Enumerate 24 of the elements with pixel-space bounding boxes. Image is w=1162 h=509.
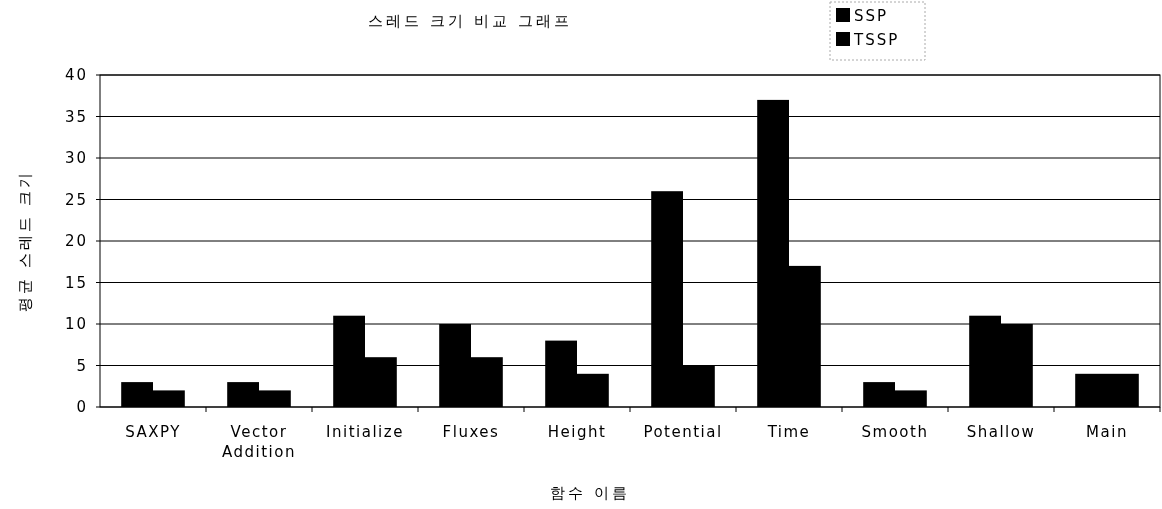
x-tick-label: Fluxes [442, 423, 500, 441]
y-tick-label: 30 [64, 149, 88, 167]
x-tick-label: Vector Addition [222, 423, 296, 461]
x-tick-label: SAXPY [125, 423, 181, 441]
y-tick-label: 5 [76, 356, 88, 375]
x-tick-label: Main [1086, 423, 1128, 441]
legend-label: TSSP [853, 31, 900, 49]
y-tick-label: 20 [64, 232, 88, 250]
x-axis-title: 함수 이름 [550, 484, 630, 502]
x-tick-label: Shallow [966, 423, 1036, 441]
y-tick-label: 15 [64, 273, 88, 292]
y-tick-label: 40 [64, 66, 88, 84]
y-tick-label: 10 [64, 315, 88, 333]
chart-title: 스레드 크기 비교 그래프 [368, 12, 572, 30]
x-tick-label: Initialize [326, 423, 404, 441]
y-axis-title: 평균 스레드 크기 [16, 170, 34, 312]
legend-label: SSP [854, 7, 889, 25]
x-tick-label: Height [547, 423, 607, 441]
y-tick-label: 0 [76, 398, 88, 416]
x-tick-label: Smooth [861, 423, 929, 441]
y-tick-label: 35 [64, 107, 88, 126]
x-tick-label: Time [766, 423, 811, 441]
x-tick-label: Potential [643, 423, 723, 441]
y-tick-label: 25 [64, 190, 88, 209]
